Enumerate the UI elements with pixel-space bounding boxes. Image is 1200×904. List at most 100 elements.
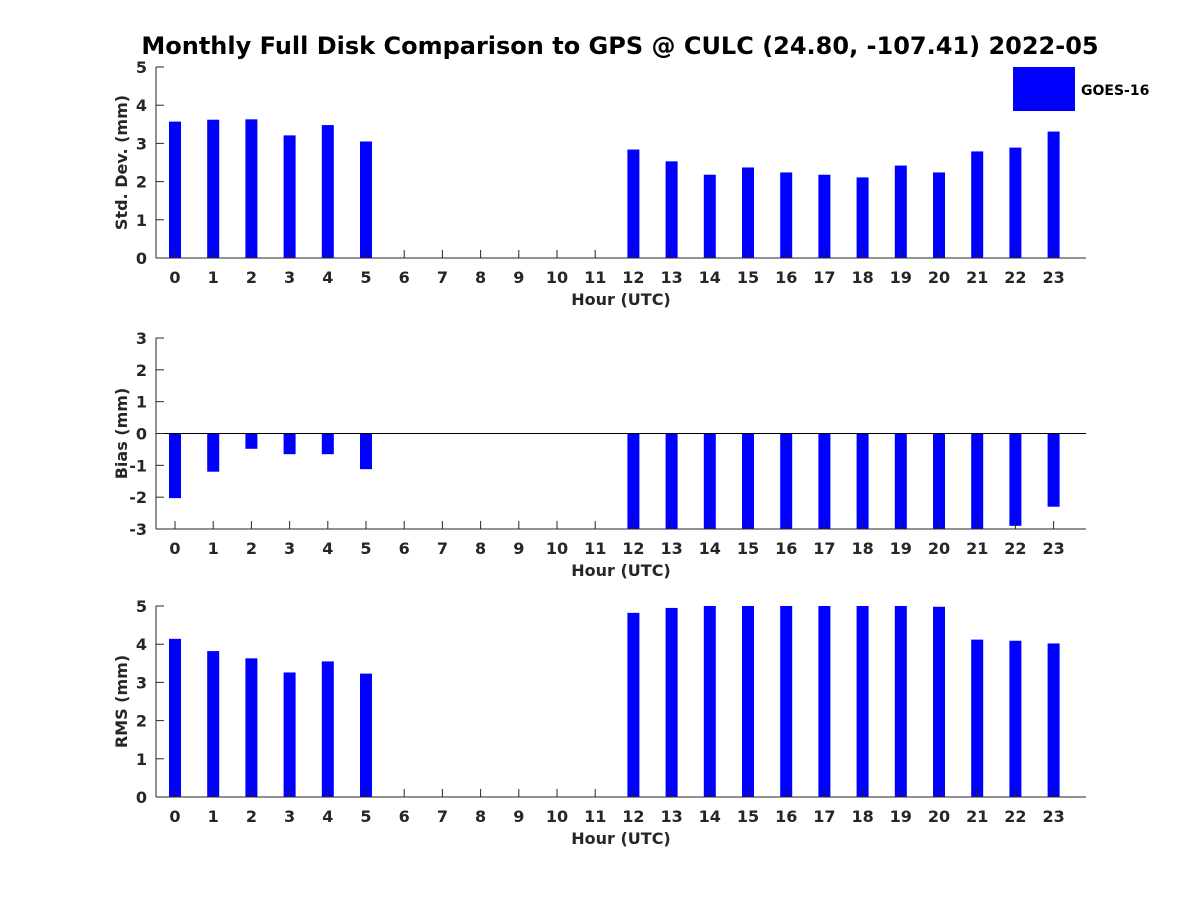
bar-rms-hour-15 bbox=[742, 606, 754, 797]
x-axis-label: Hour (UTC) bbox=[571, 829, 671, 848]
x-tick-label: 4 bbox=[322, 807, 333, 826]
x-tick-label: 10 bbox=[546, 268, 568, 287]
x-tick-label: 23 bbox=[1042, 539, 1064, 558]
bar-rms-hour-20 bbox=[933, 606, 945, 797]
bar-std-dev-hour-4 bbox=[321, 125, 334, 258]
x-tick-label: 16 bbox=[775, 268, 797, 287]
y-tick-label: 0 bbox=[136, 249, 147, 268]
x-tick-label: 13 bbox=[660, 539, 682, 558]
x-tick-label: 2 bbox=[246, 539, 257, 558]
x-tick-label: 20 bbox=[928, 539, 950, 558]
x-tick-label: 21 bbox=[966, 268, 988, 287]
bar-rms-hour-12 bbox=[627, 612, 640, 797]
bar-std-dev-hour-20 bbox=[933, 172, 945, 258]
bar-bias-hour-18 bbox=[856, 433, 869, 529]
x-tick-label: 20 bbox=[928, 268, 950, 287]
bar-std-dev-hour-0 bbox=[169, 121, 181, 258]
bar-bias-hour-12 bbox=[627, 433, 640, 529]
x-tick-label: 3 bbox=[284, 807, 295, 826]
x-tick-label: 6 bbox=[399, 268, 410, 287]
bar-bias-hour-22 bbox=[1009, 433, 1022, 526]
bar-bias-hour-13 bbox=[665, 433, 678, 529]
x-tick-label: 17 bbox=[813, 268, 835, 287]
x-tick-label: 15 bbox=[737, 268, 759, 287]
x-tick-label: 9 bbox=[513, 539, 524, 558]
bar-rms-hour-3 bbox=[283, 672, 296, 797]
bar-bias-hour-23 bbox=[1047, 433, 1060, 507]
bar-std-dev-hour-22 bbox=[1009, 147, 1022, 258]
y-tick-label: 4 bbox=[136, 635, 147, 654]
x-tick-label: 11 bbox=[584, 268, 606, 287]
x-tick-label: 7 bbox=[437, 539, 448, 558]
y-tick-label: 2 bbox=[136, 712, 147, 731]
bar-bias-hour-2 bbox=[245, 433, 258, 449]
x-tick-label: 4 bbox=[322, 539, 333, 558]
x-tick-label: 7 bbox=[437, 807, 448, 826]
legend-label: GOES-16 bbox=[1081, 83, 1149, 99]
x-tick-label: 1 bbox=[208, 268, 219, 287]
bar-bias-hour-1 bbox=[207, 433, 220, 472]
x-tick-label: 13 bbox=[660, 268, 682, 287]
bar-bias-hour-16 bbox=[780, 433, 793, 529]
x-tick-label: 18 bbox=[851, 539, 873, 558]
x-tick-label: 11 bbox=[584, 539, 606, 558]
bar-bias-hour-4 bbox=[321, 433, 334, 455]
x-tick-label: 5 bbox=[360, 268, 371, 287]
x-tick-label: 8 bbox=[475, 268, 486, 287]
bar-std-dev-hour-15 bbox=[742, 167, 754, 258]
x-tick-label: 9 bbox=[513, 268, 524, 287]
bar-rms-hour-21 bbox=[971, 639, 984, 797]
x-tick-label: 21 bbox=[966, 539, 988, 558]
x-tick-label: 1 bbox=[208, 539, 219, 558]
x-axis-label: Hour (UTC) bbox=[571, 561, 671, 580]
bar-std-dev-hour-1 bbox=[207, 119, 220, 258]
x-tick-label: 20 bbox=[928, 807, 950, 826]
bar-std-dev-hour-16 bbox=[780, 172, 793, 258]
x-tick-label: 19 bbox=[890, 268, 912, 287]
x-tick-label: 2 bbox=[246, 807, 257, 826]
bar-bias-hour-0 bbox=[169, 433, 181, 499]
legend: GOES-16 bbox=[1013, 67, 1149, 111]
y-tick-label: 3 bbox=[136, 134, 147, 153]
bar-std-dev-hour-18 bbox=[856, 177, 869, 258]
x-tick-label: 7 bbox=[437, 268, 448, 287]
bar-std-dev-hour-21 bbox=[971, 151, 984, 258]
bar-rms-hour-5 bbox=[360, 673, 372, 797]
x-tick-label: 10 bbox=[546, 539, 568, 558]
bar-bias-hour-5 bbox=[360, 433, 372, 470]
bar-rms-hour-19 bbox=[894, 606, 907, 797]
x-tick-label: 23 bbox=[1042, 807, 1064, 826]
y-tick-label: 5 bbox=[136, 58, 147, 77]
bar-bias-hour-15 bbox=[742, 433, 754, 529]
bar-rms-hour-4 bbox=[321, 661, 334, 797]
bar-std-dev-hour-23 bbox=[1047, 131, 1060, 258]
x-tick-label: 21 bbox=[966, 807, 988, 826]
y-tick-label: 3 bbox=[136, 673, 147, 692]
x-tick-label: 5 bbox=[360, 539, 371, 558]
x-tick-label: 0 bbox=[169, 539, 180, 558]
chart-title: Monthly Full Disk Comparison to GPS @ CU… bbox=[141, 32, 1098, 60]
bar-rms-hour-16 bbox=[780, 606, 793, 797]
x-tick-label: 3 bbox=[284, 539, 295, 558]
y-tick-label: -2 bbox=[129, 488, 147, 507]
x-tick-label: 16 bbox=[775, 807, 797, 826]
x-tick-label: 17 bbox=[813, 539, 835, 558]
x-tick-label: 14 bbox=[699, 807, 721, 826]
bar-rms-hour-23 bbox=[1047, 643, 1060, 797]
legend-swatch bbox=[1013, 67, 1075, 111]
x-tick-label: 6 bbox=[399, 807, 410, 826]
y-axis-label: Bias (mm) bbox=[112, 388, 131, 480]
y-tick-label: 3 bbox=[136, 329, 147, 348]
y-tick-label: 5 bbox=[136, 597, 147, 616]
x-tick-label: 10 bbox=[546, 807, 568, 826]
x-tick-label: 12 bbox=[622, 539, 644, 558]
bar-rms-hour-0 bbox=[169, 638, 181, 797]
bar-std-dev-hour-19 bbox=[894, 165, 907, 258]
y-tick-label: 2 bbox=[136, 173, 147, 192]
y-tick-label: 4 bbox=[136, 96, 147, 115]
bar-std-dev-hour-13 bbox=[665, 161, 678, 258]
x-tick-label: 15 bbox=[737, 807, 759, 826]
